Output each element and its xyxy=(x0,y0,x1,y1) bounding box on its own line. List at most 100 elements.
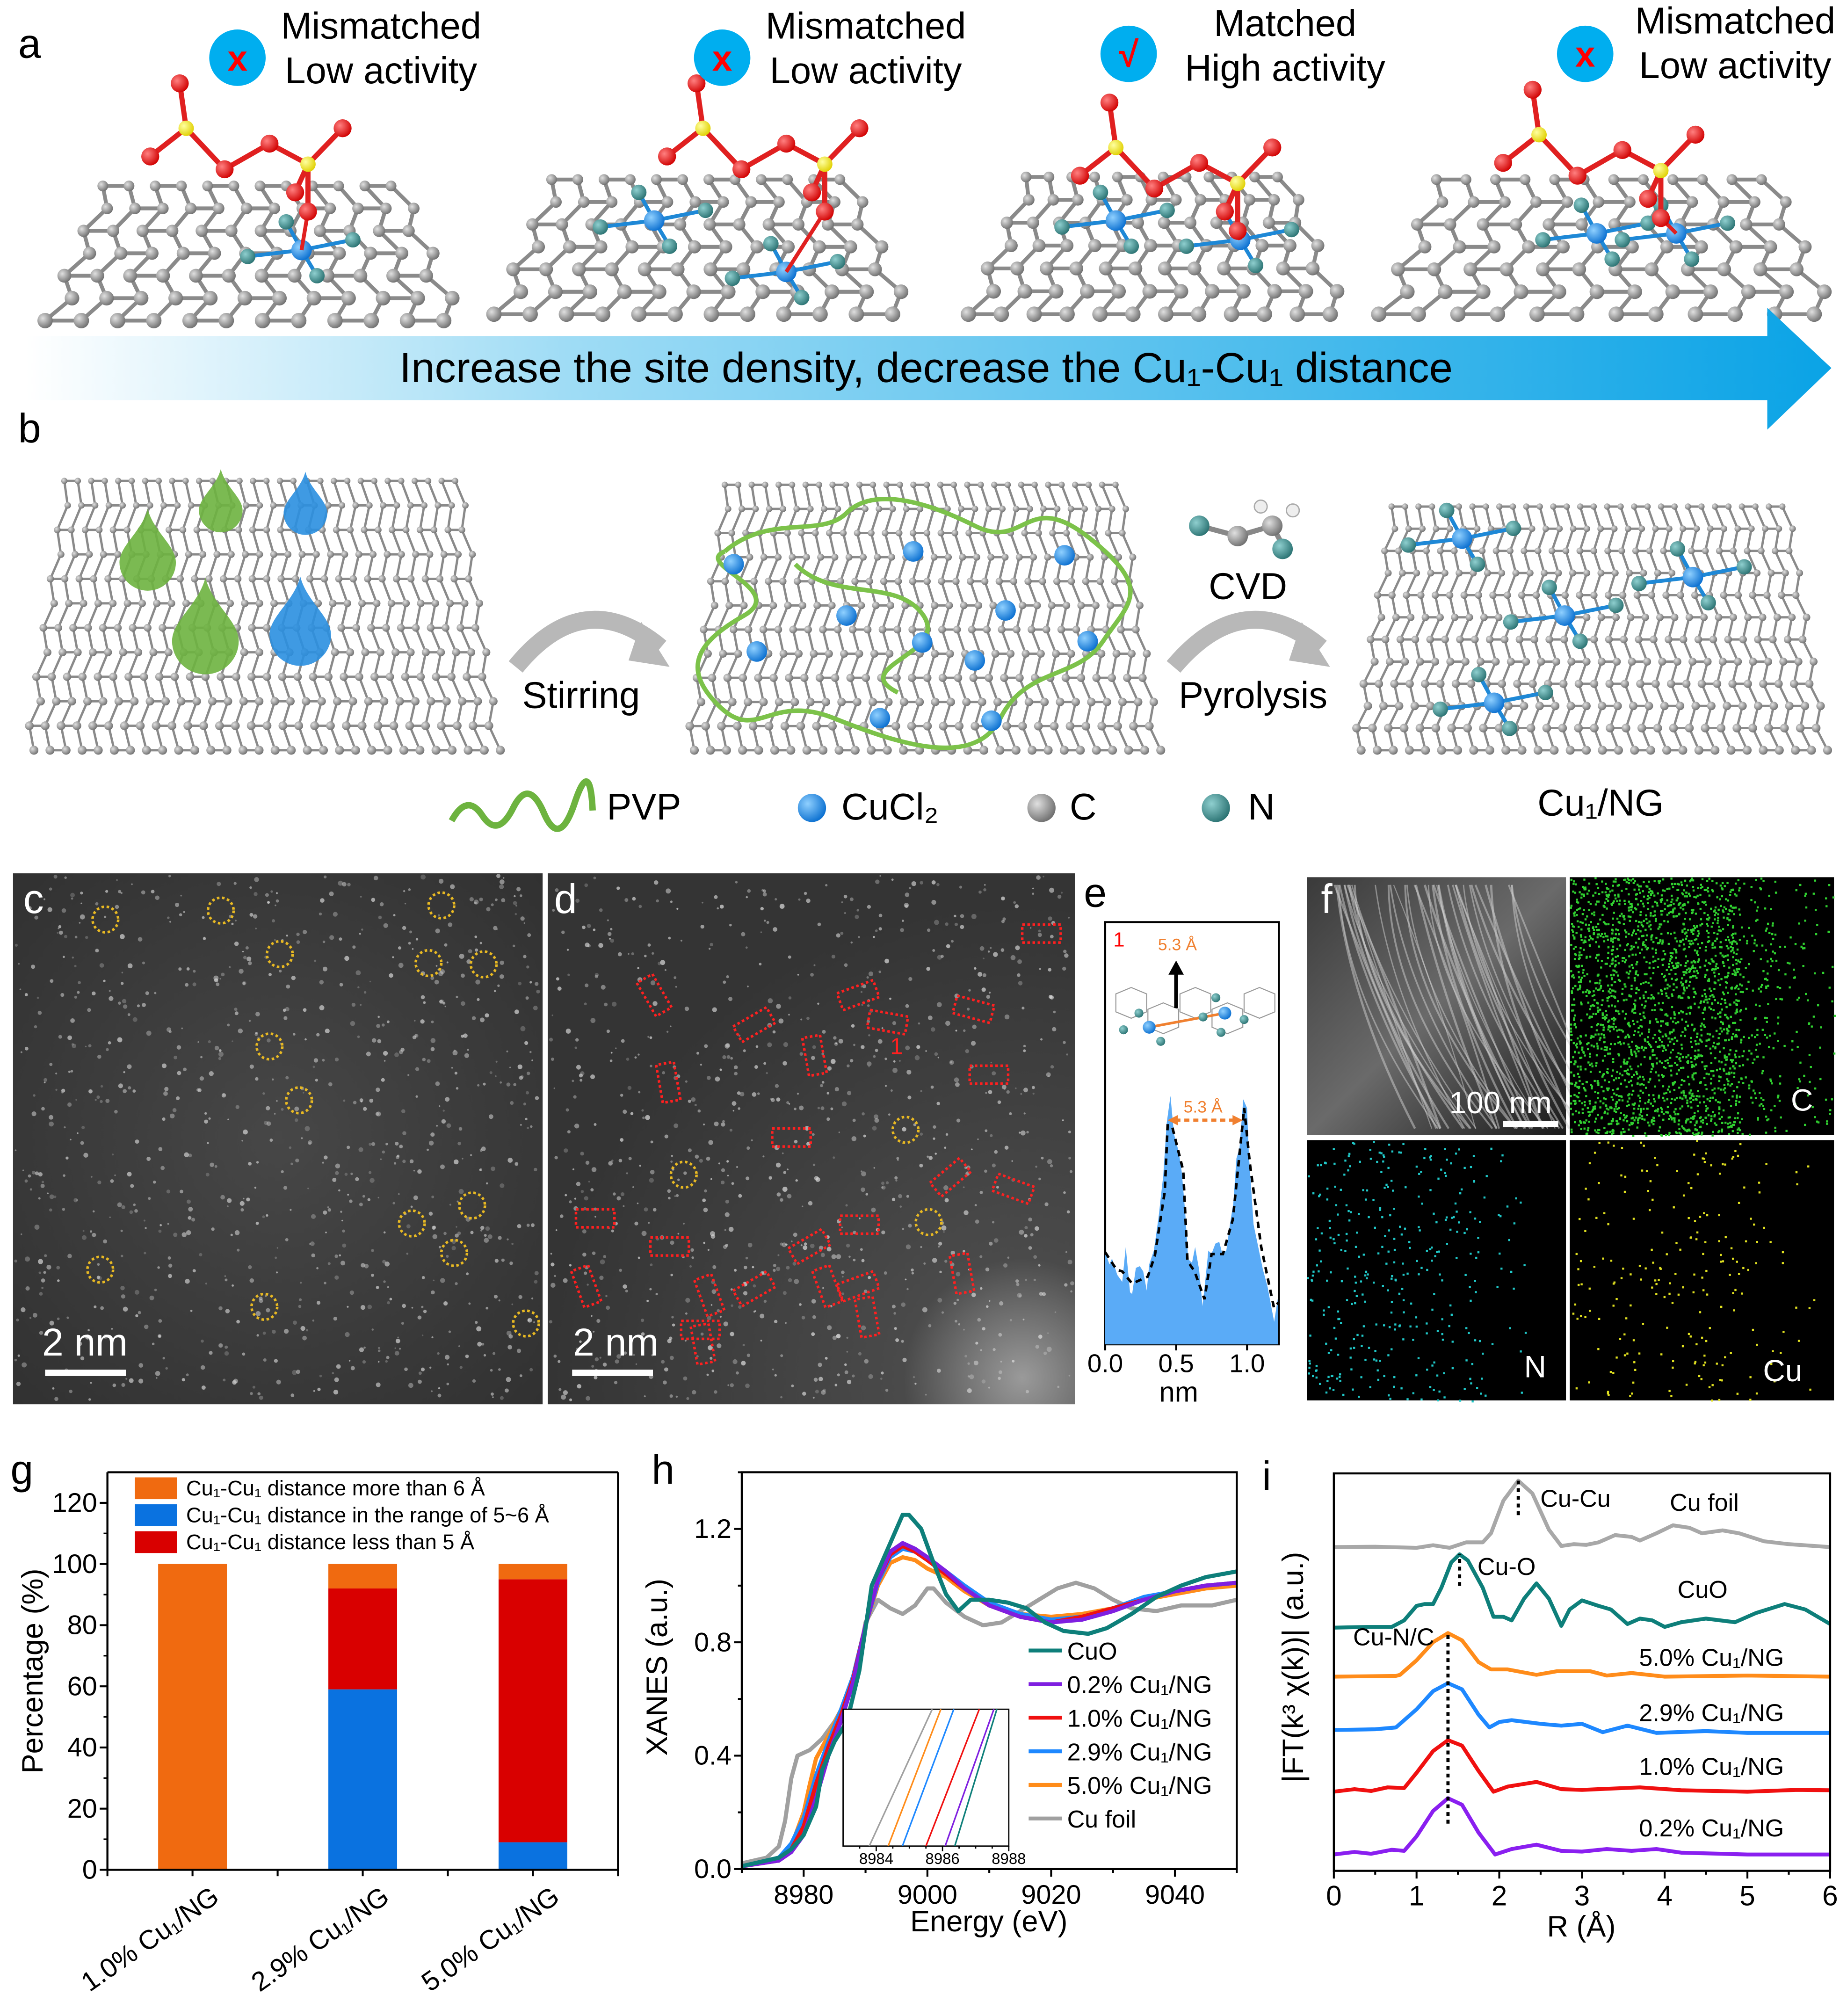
bright-spot xyxy=(343,1099,346,1102)
bright-spot xyxy=(186,1230,191,1235)
carbon-atom xyxy=(1026,505,1033,512)
c-c-bond xyxy=(807,605,818,630)
carbon-atom xyxy=(54,624,62,632)
c-c-bond xyxy=(251,554,261,580)
carbon-atom xyxy=(1060,239,1074,253)
oxygen-atom xyxy=(850,119,869,138)
bright-spot xyxy=(410,1205,413,1208)
bright-spot xyxy=(479,1168,482,1171)
bright-spot xyxy=(752,1092,757,1097)
carbon-atom xyxy=(1509,218,1522,231)
carbon-atom xyxy=(136,225,149,237)
bright-spot xyxy=(451,1246,456,1250)
nitrogen-atom xyxy=(1684,251,1700,267)
carbon-atom xyxy=(989,602,997,609)
carbon-atom xyxy=(816,481,822,488)
c-c-bond xyxy=(107,554,119,580)
carbon-atom xyxy=(800,674,809,682)
bright-spot xyxy=(867,1004,870,1007)
bright-spot xyxy=(561,1394,566,1400)
carbon-atom xyxy=(342,721,351,730)
bright-spot xyxy=(46,1264,51,1270)
nitrogen-atom xyxy=(1615,232,1630,248)
bright-spot xyxy=(183,911,185,913)
carbon-atom xyxy=(1043,171,1055,182)
carbon-atom xyxy=(1067,505,1074,512)
carbon-atom xyxy=(945,602,953,609)
carbon-atom xyxy=(306,290,321,306)
carbon-atom xyxy=(241,599,249,607)
bright-spot xyxy=(479,897,483,901)
carbon-atom xyxy=(1789,262,1804,276)
bright-spot xyxy=(533,1321,535,1323)
carbon-atom xyxy=(453,721,462,730)
bright-spot xyxy=(274,1359,278,1363)
c-c-bond xyxy=(395,554,403,580)
c-c-bond xyxy=(856,532,864,558)
c-c-bond xyxy=(1369,616,1383,640)
bright-spot xyxy=(377,1039,382,1044)
carbon-atom xyxy=(405,721,414,730)
bright-spot xyxy=(655,1293,658,1296)
bright-spot xyxy=(110,1179,114,1183)
carbon-atom xyxy=(399,746,408,755)
carbon-atom xyxy=(416,673,425,681)
c-c-bond xyxy=(265,505,275,530)
carbon-atom xyxy=(779,577,787,585)
bright-spot xyxy=(283,1186,288,1190)
c-c-bond xyxy=(146,627,155,653)
carbon-atom xyxy=(773,196,785,208)
carbon-atom xyxy=(1463,262,1478,276)
carbon-atom xyxy=(1551,284,1566,299)
bright-spot xyxy=(167,1223,169,1225)
carbon-atom xyxy=(1115,553,1123,561)
c-c-bond xyxy=(1700,506,1712,529)
c-c-bond xyxy=(1523,528,1533,551)
carbon-atom xyxy=(1384,569,1392,577)
bright-spot xyxy=(289,1146,292,1149)
carbon-atom xyxy=(826,529,833,537)
carbon-atom xyxy=(231,721,240,730)
bright-spot xyxy=(347,1146,350,1149)
bright-spot xyxy=(80,914,85,920)
bright-spot xyxy=(971,1148,973,1151)
bright-spot xyxy=(458,1345,460,1348)
c-c-bond xyxy=(1453,551,1461,573)
bright-spot xyxy=(556,977,559,981)
bright-spot xyxy=(427,1059,431,1063)
bright-spot xyxy=(402,1160,406,1163)
bright-spot xyxy=(875,929,878,932)
carbon-atom xyxy=(958,505,965,512)
c-c-bond xyxy=(420,676,432,702)
carbon-atom xyxy=(63,673,72,681)
carbon-atom xyxy=(855,649,863,658)
carbon-atom xyxy=(819,625,827,634)
bright-spot xyxy=(738,1194,742,1198)
bright-spot xyxy=(490,1369,493,1372)
bright-spot xyxy=(56,1266,60,1270)
bright-spot xyxy=(265,893,269,897)
carbon-atom xyxy=(78,502,85,509)
carbon-atom xyxy=(1688,306,1703,322)
carbon-atom xyxy=(1707,702,1716,711)
bright-spot xyxy=(137,1004,140,1008)
carbon-atom xyxy=(978,481,984,488)
carbon-atom xyxy=(80,599,87,607)
oxygen-atom xyxy=(1523,80,1542,99)
carbon-atom xyxy=(1080,284,1095,299)
bright-spot xyxy=(843,895,847,899)
carbon-atom xyxy=(256,551,263,558)
c-c-bond xyxy=(1772,639,1785,662)
carbon-atom xyxy=(1399,724,1409,732)
c-c-bond xyxy=(167,505,179,530)
carbon-atom xyxy=(762,481,768,488)
bright-spot xyxy=(237,1248,240,1252)
bright-spot xyxy=(347,1194,349,1196)
bright-spot xyxy=(554,1275,556,1277)
c-c-bond xyxy=(926,557,935,582)
c-c-bond xyxy=(64,579,70,604)
carbon-atom xyxy=(1778,591,1785,599)
bright-spot xyxy=(874,1118,879,1123)
bright-spot xyxy=(327,1208,332,1212)
bright-spot xyxy=(342,882,347,887)
